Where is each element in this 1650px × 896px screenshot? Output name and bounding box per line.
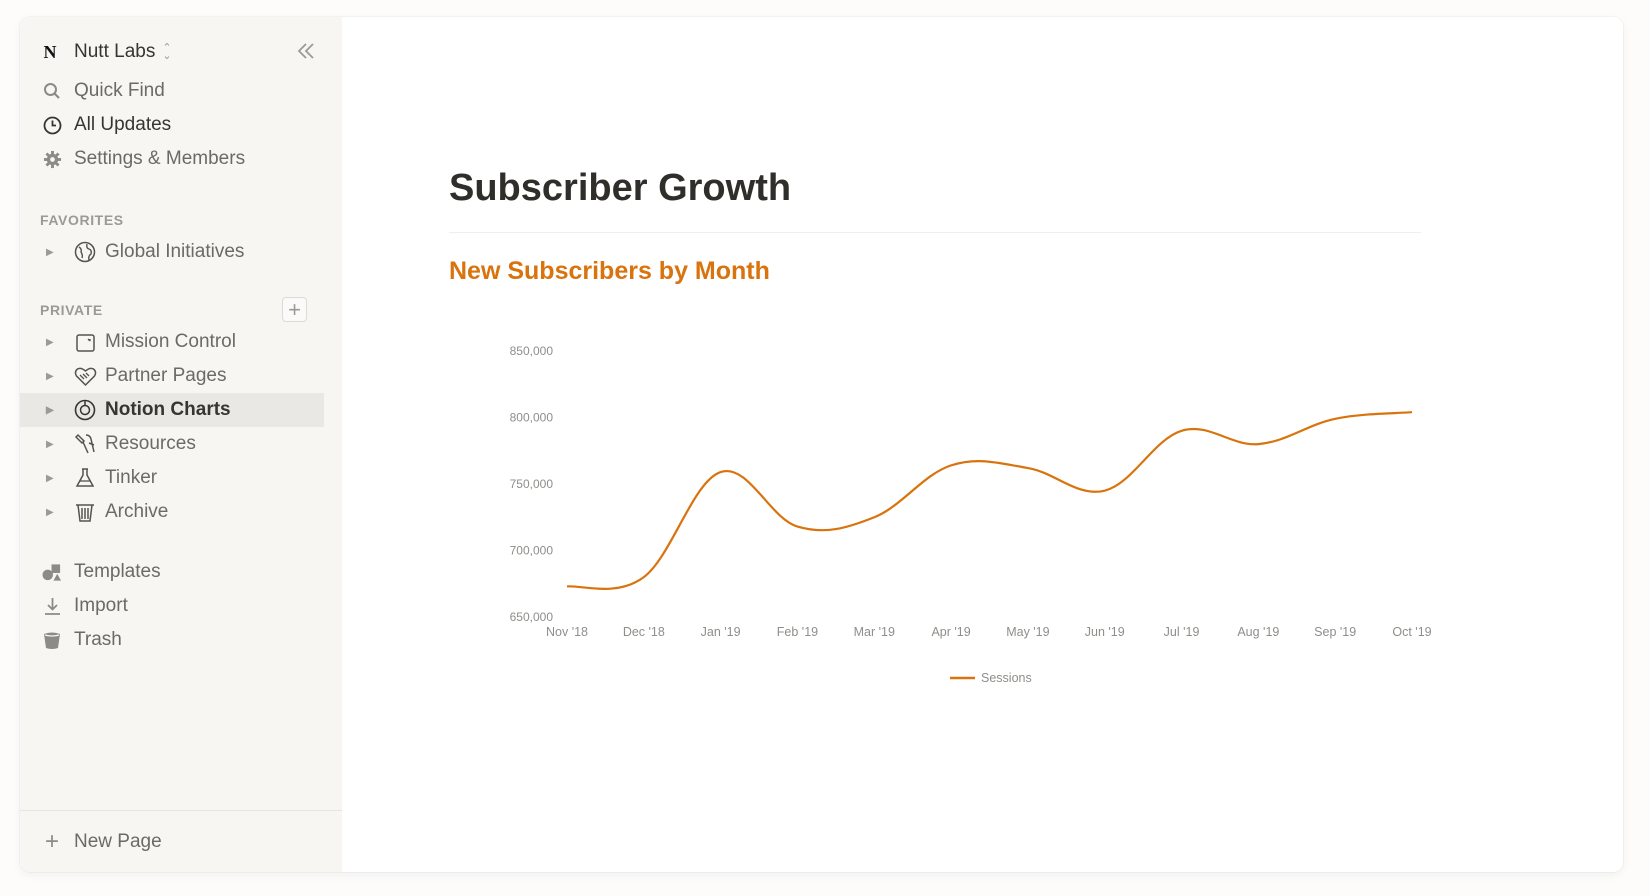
expand-triangle-icon[interactable]: ▶ — [46, 336, 54, 348]
all-updates-label: All Updates — [74, 114, 172, 135]
x-tick-label: Apr '19 — [931, 625, 970, 639]
import-button[interactable]: Import — [20, 589, 342, 623]
trash-button[interactable]: Trash — [20, 623, 342, 657]
sidebar-item-label: Partner Pages — [105, 365, 227, 386]
y-tick-label: 700,000 — [510, 544, 554, 558]
all-updates-button[interactable]: All Updates — [20, 108, 342, 142]
workspace-logo: N — [43, 41, 57, 62]
expand-triangle-icon[interactable]: ▶ — [46, 370, 54, 382]
workspace-switcher[interactable]: N Nutt Labs ⌃ ⌄ — [40, 37, 322, 67]
chart-title: New Subscribers by Month — [449, 257, 770, 285]
settings-members-button[interactable]: Settings & Members — [20, 142, 342, 176]
favorites-section-label: FAVORITES — [40, 212, 124, 228]
x-tick-label: Feb '19 — [777, 625, 818, 639]
sidebar-item-label: Tinker — [105, 467, 158, 488]
wastebasket-icon — [73, 500, 97, 524]
main-content: Subscriber Growth New Subscribers by Mon… — [342, 17, 1623, 872]
x-tick-label: Jun '19 — [1085, 625, 1125, 639]
y-tick-label: 650,000 — [510, 610, 554, 624]
sidebar-item-global-initiatives[interactable]: ▶ Global Initiatives — [20, 235, 324, 269]
search-icon — [42, 81, 62, 101]
trash-label: Trash — [74, 629, 122, 650]
x-tick-label: May '19 — [1006, 625, 1049, 639]
sidebar: N Nutt Labs ⌃ ⌄ Quick Find All Updates Se… — [20, 17, 342, 872]
x-tick-label: Dec '18 — [623, 625, 665, 639]
x-tick-label: Oct '19 — [1392, 625, 1431, 639]
add-private-page-button[interactable]: + — [282, 297, 307, 322]
chevron-up-down-icon: ⌃ ⌄ — [162, 42, 172, 62]
handshake-icon — [73, 364, 97, 388]
sidebar-item-label: Resources — [105, 433, 196, 454]
legend-label: Sessions — [981, 671, 1032, 685]
new-page-button[interactable]: + New Page — [20, 810, 342, 872]
app-window: N Nutt Labs ⌃ ⌄ Quick Find All Updates Se… — [20, 17, 1623, 872]
globe-icon — [73, 240, 97, 264]
divider — [449, 232, 1421, 233]
new-page-label: New Page — [74, 830, 162, 852]
settings-members-label: Settings & Members — [74, 148, 246, 169]
shapes-icon — [42, 562, 62, 582]
collapse-sidebar-button[interactable] — [292, 37, 320, 65]
x-tick-label: Sep '19 — [1314, 625, 1356, 639]
templates-label: Templates — [74, 561, 161, 582]
templates-button[interactable]: Templates — [20, 555, 342, 589]
sidebar-item-archive[interactable]: ▶ Archive — [20, 495, 324, 529]
sidebar-item-tinker[interactable]: ▶ Tinker — [20, 461, 324, 495]
expand-triangle-icon[interactable]: ▶ — [46, 404, 54, 416]
trash-icon — [42, 630, 62, 650]
expand-triangle-icon[interactable]: ▶ — [46, 506, 54, 518]
x-tick-label: Nov '18 — [546, 625, 588, 639]
sidebar-item-partner-pages[interactable]: ▶ Partner Pages — [20, 359, 324, 393]
plus-icon: + — [44, 827, 59, 855]
expand-triangle-icon[interactable]: ▶ — [46, 472, 54, 484]
series-line-sessions — [566, 411, 1413, 590]
expand-triangle-icon[interactable]: ▶ — [46, 438, 54, 450]
y-tick-label: 750,000 — [510, 477, 554, 491]
clock-icon — [42, 115, 62, 135]
sidebar-item-label: Mission Control — [105, 331, 236, 352]
private-section-label: PRIVATE — [40, 302, 103, 318]
pie-chart-icon — [73, 398, 97, 422]
x-tick-label: Aug '19 — [1237, 625, 1279, 639]
gear-icon — [42, 149, 62, 169]
line-chart: 650,000 700,000 750,000 800,000 850,000 Nov '… — [510, 344, 1432, 685]
sidebar-item-mission-control[interactable]: ▶ Mission Control — [20, 325, 324, 359]
quick-find-button[interactable]: Quick Find — [20, 74, 342, 108]
workspace-name: Nutt Labs — [74, 41, 156, 62]
tools-icon — [73, 432, 97, 456]
flask-icon — [73, 466, 97, 490]
sidebar-item-notion-charts[interactable]: ▶ Notion Charts — [20, 393, 324, 427]
import-label: Import — [74, 595, 128, 616]
x-tick-label: Jan '19 — [701, 625, 741, 639]
sidebar-item-label: Notion Charts — [105, 399, 231, 420]
sidebar-item-label: Archive — [105, 501, 169, 522]
calendar-icon — [73, 330, 97, 354]
sidebar-item-resources[interactable]: ▶ Resources — [20, 427, 324, 461]
sidebar-item-label: Global Initiatives — [105, 241, 245, 262]
download-icon — [42, 596, 62, 616]
expand-triangle-icon[interactable]: ▶ — [46, 246, 54, 258]
y-tick-label: 800,000 — [510, 411, 554, 425]
y-tick-label: 850,000 — [510, 344, 554, 358]
quick-find-label: Quick Find — [74, 80, 165, 101]
double-chevron-left-icon — [297, 43, 314, 59]
x-tick-label: Jul '19 — [1164, 625, 1200, 639]
x-tick-label: Mar '19 — [854, 625, 895, 639]
page-title: Subscriber Growth — [449, 167, 792, 209]
plus-icon: + — [288, 296, 301, 322]
